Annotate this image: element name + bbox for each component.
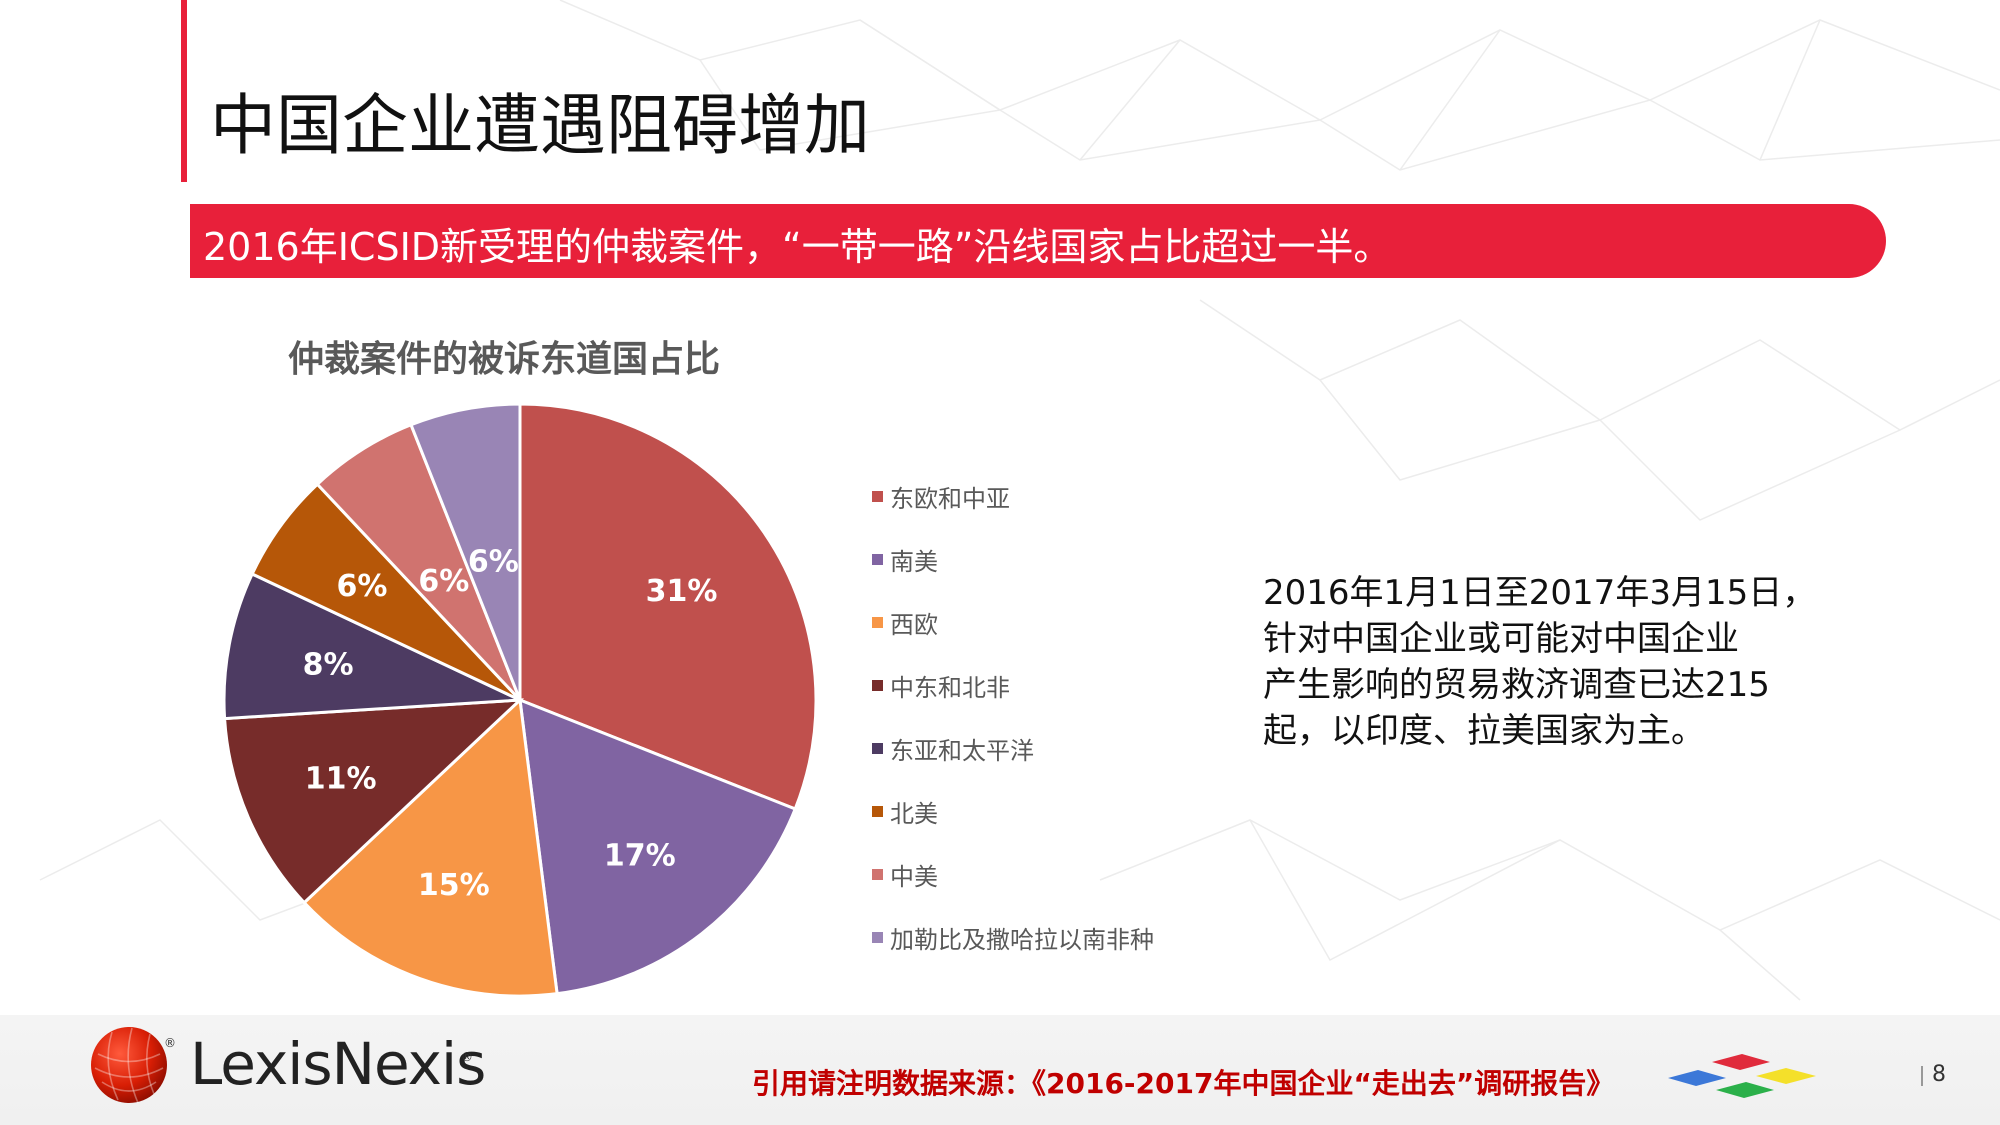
legend-item: 加勒比及撒哈拉以南非种 [872, 906, 1154, 969]
note-line: 产生影响的贸易救济调查已达215 [1263, 665, 1770, 705]
trade-remedy-note: 2016年1月1日至2017年3月15日， 针对中国企业或可能对中国企业 产生影… [1263, 570, 1823, 754]
legend-item: 中美 [872, 843, 1154, 906]
legend-label: 东欧和中亚 [890, 485, 1010, 513]
logo-wordmark: LexisNexis [190, 1030, 486, 1098]
page-number-divider [1921, 1066, 1923, 1086]
pie-slice [409, 402, 522, 701]
legend-swatch [872, 869, 883, 880]
pie-data-label: 8% [303, 647, 354, 682]
legend-label: 中美 [890, 863, 938, 891]
legend-item: 北美 [872, 780, 1154, 843]
pie-data-label: 6% [336, 569, 387, 604]
pie-chart: 31%17%15%11%8%6% 6%6% [222, 402, 818, 998]
logo-mark-registered: ® [164, 1036, 176, 1050]
legend-item: 东亚和太平洋 [872, 717, 1154, 780]
page-title: 中国企业遭遇阻碍增加 [210, 87, 870, 164]
pie-data-label: 31% [646, 574, 718, 609]
page-number: 8 [1932, 1062, 1946, 1087]
pie-slice [222, 698, 525, 905]
legend-swatch [872, 617, 883, 628]
data-source-note: 引用请注明数据来源：《2016-2017年中国企业“走出去”调研报告》 [752, 1067, 1615, 1100]
pie-data-label: 6% [468, 544, 519, 579]
headline-banner-text: 2016年ICSID新受理的仲裁案件，“一带一路”沿线国家占比超过一半。 [203, 225, 1392, 269]
title-accent-bar [181, 0, 187, 182]
wordmark-registered: ® [461, 1050, 473, 1064]
legend-item: 西欧 [872, 591, 1154, 654]
legend-item: 中东和北非 [872, 654, 1154, 717]
pie-data-label: 6% [418, 564, 469, 599]
legend-item: 南美 [872, 528, 1154, 591]
lexisnexis-logo-icon [91, 1027, 167, 1104]
pie-slice [302, 696, 559, 998]
pie-data-label: 15% [418, 868, 490, 903]
legend-swatch [872, 932, 883, 943]
pie-data-label: 17% [604, 838, 676, 873]
legend-label: 加勒比及撒哈拉以南非种 [890, 926, 1154, 954]
decorative-diamonds-icon [1668, 1054, 1816, 1098]
chart-legend: 东欧和中亚南美西欧中东和北非东亚和太平洋 北美中美加勒比及撒哈拉以南非种 [872, 465, 1154, 969]
note-line: 针对中国企业或可能对中国企业 [1263, 619, 1739, 659]
legend-label: 中东和北非 [890, 674, 1010, 702]
note-line: 起，以印度、拉美国家为主。 [1263, 711, 1705, 751]
pie-slice [518, 697, 798, 996]
pie-data-label: 11% [305, 762, 377, 797]
legend-label: 南美 [890, 548, 938, 576]
legend-swatch [872, 554, 883, 565]
legend-swatch [872, 680, 883, 691]
legend-label: 北美 [890, 800, 938, 828]
pie-slice [518, 402, 818, 811]
legend-label: 东亚和太平洋 [890, 737, 1034, 765]
legend-swatch [872, 806, 883, 817]
legend-swatch [872, 743, 883, 754]
pie-slice [222, 571, 521, 721]
legend-item: 东欧和中亚 [872, 465, 1154, 528]
headline-banner [190, 204, 1886, 278]
footer-bar [0, 1015, 2000, 1125]
legend-label: 西欧 [890, 611, 938, 639]
chart-title: 仲裁案件的被诉东道国占比 [288, 339, 721, 380]
legend-swatch [872, 491, 883, 502]
note-line: 2016年1月1日至2017年3月15日， [1263, 573, 1817, 613]
